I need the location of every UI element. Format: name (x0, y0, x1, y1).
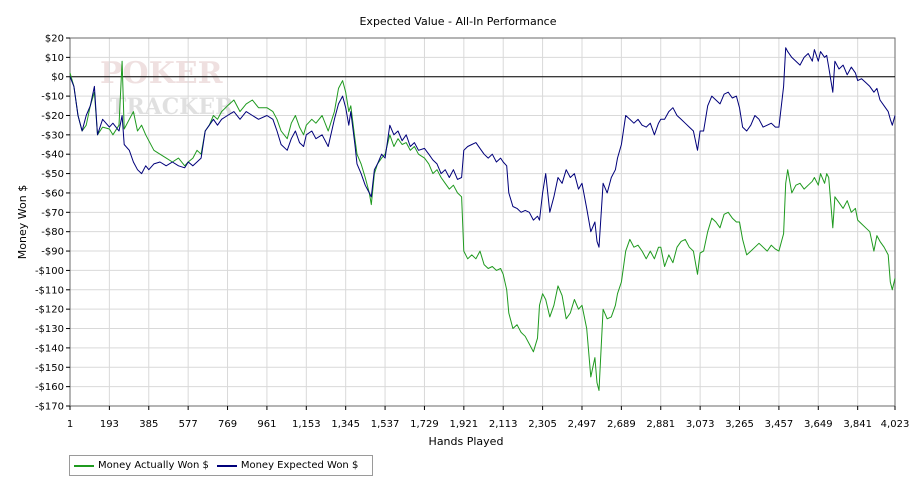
x-tick-label-13: 2,497 (568, 419, 597, 430)
x-axis-title: Hands Played (429, 435, 504, 448)
y-tick-label-7: -$50 (41, 169, 64, 180)
x-tick-label-19: 3,649 (804, 419, 833, 430)
legend-item-expected: Money Expected Won $ (216, 460, 359, 471)
series-line-expected (69, 47, 896, 248)
x-tick-label-0: 1 (67, 419, 73, 430)
y-tick-label-5: -$30 (41, 130, 64, 141)
legend-label-actual: Money Actually Won $ (98, 460, 209, 471)
x-tick-label-1: 193 (100, 419, 119, 430)
x-tick-label-7: 1,345 (331, 419, 360, 430)
y-axis-title: Money Won $ (16, 185, 29, 259)
plot-frame (69, 37, 896, 407)
x-tick-label-14: 2,689 (607, 419, 636, 430)
y-tick-label-14: -$120 (35, 305, 64, 316)
x-tick-label-2: 385 (139, 419, 158, 430)
legend-swatch-expected (216, 464, 237, 467)
x-tick-label-8: 1,537 (371, 419, 400, 430)
x-tick-label-6: 1,153 (292, 419, 321, 430)
y-tick-label-6: -$40 (41, 150, 64, 161)
legend-item-actual: Money Actually Won $ (74, 460, 209, 471)
y-tick-label-12: -$100 (35, 266, 64, 277)
y-tick-label-1: $10 (45, 53, 64, 64)
chart-legend: Money Actually Won $ Money Expected Won … (69, 455, 374, 476)
y-tick-label-18: -$160 (35, 382, 64, 393)
x-tick-label-21: 4,023 (881, 419, 910, 430)
y-tick-label-4: -$20 (41, 111, 64, 122)
series-group (69, 47, 896, 391)
y-tick-label-19: -$170 (35, 402, 64, 413)
y-tick-label-8: -$60 (41, 188, 64, 199)
watermark-line1: POKER (100, 56, 224, 91)
y-tick-label-2: $0 (51, 72, 64, 83)
x-tick-label-5: 961 (257, 419, 276, 430)
x-tick-label-9: 1,729 (410, 419, 439, 430)
y-tick-label-11: -$90 (41, 247, 64, 258)
y-tick-label-10: -$80 (41, 227, 64, 238)
x-tick-label-18: 3,457 (765, 419, 794, 430)
y-tick-label-15: -$130 (35, 324, 64, 335)
series-line-actual (69, 60, 896, 391)
x-tick-label-16: 3,073 (686, 419, 715, 430)
y-axis-ticks: $20 $10 $0 -$10 -$20 -$30 -$40 -$50 -$60 -$70 -$80… (35, 34, 70, 413)
x-tick-label-15: 2,881 (646, 419, 675, 430)
x-tick-label-20: 3,841 (843, 419, 872, 430)
y-tick-label-0: $20 (45, 34, 64, 45)
y-tick-label-13: -$110 (35, 285, 64, 296)
watermark-line2: TRACKER (110, 94, 234, 120)
x-tick-label-4: 769 (218, 419, 237, 430)
x-tick-label-12: 2,305 (528, 419, 557, 430)
x-tick-label-10: 1,921 (450, 419, 479, 430)
x-tick-label-3: 577 (179, 419, 198, 430)
y-tick-label-17: -$150 (35, 363, 64, 374)
y-tick-label-9: -$70 (41, 208, 64, 219)
legend-label-expected: Money Expected Won $ (240, 460, 359, 471)
x-tick-label-11: 2,113 (489, 419, 518, 430)
x-tick-label-17: 3,265 (725, 419, 754, 430)
y-tick-label-16: -$140 (35, 343, 64, 354)
chart-title: Expected Value - All-In Performance (359, 15, 556, 28)
x-axis-ticks: 1 193 385 577 769 961 1,153 1,345 1,537 1,729 1,92… (67, 406, 910, 430)
y-tick-label-3: -$10 (41, 92, 64, 103)
legend-swatch-actual (74, 464, 94, 467)
